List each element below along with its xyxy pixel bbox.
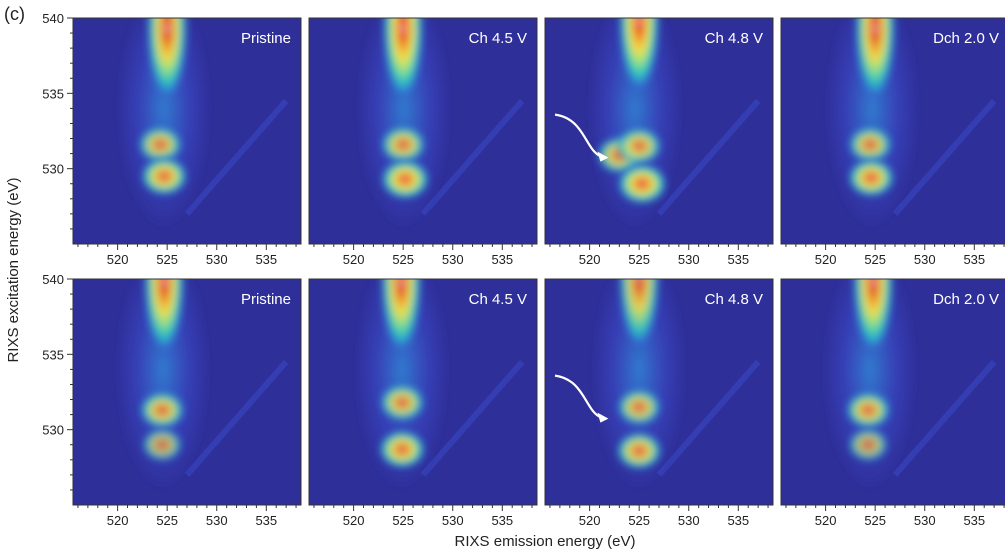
panel-title: Ch 4.5 V [469,291,527,308]
intensity-peak [617,128,662,165]
x-tick-label: 520 [343,252,365,267]
elastic-line [656,359,761,477]
x-tick-label: 520 [107,513,129,528]
elastic-line [656,98,761,216]
intensity-peak [855,18,896,99]
elastic-line [184,359,289,477]
intensity-peak [853,279,894,352]
rixs-panel-r1-c0: Pristine 520 525 530 535 530 535 540 [42,272,302,528]
intensity-peak [617,389,661,425]
panel-title: Pristine [241,30,291,47]
intensity-envelope [116,279,209,490]
panel-title: Ch 4.8 V [705,291,763,308]
intensity-peak [141,157,188,195]
panel-letter: (c) [4,4,25,24]
elastic-line [420,98,525,216]
x-tick-label: 530 [206,252,228,267]
intensity-envelope [355,279,448,490]
x-tick-label: 535 [963,252,985,267]
x-tick-label: 530 [206,513,228,528]
intensity-peak [381,159,429,199]
y-tick-label: 530 [42,162,64,177]
intensity-peak [619,18,660,91]
intensity-peak [381,279,422,352]
x-tick-label: 525 [864,252,886,267]
x-tick-label: 520 [343,513,365,528]
elastic-line [184,98,289,216]
x-tick-label: 530 [678,513,700,528]
intensity-peak [619,279,660,348]
panel-grid: Pristine 520 525 530 535 530 535 540 Ch 4.5 V 520… [42,11,1005,528]
annotation-arrowhead [597,412,609,423]
annotation-arrow [554,374,602,419]
y-tick-label: 535 [42,347,64,362]
intensity-peak [848,126,892,163]
intensity-peak [380,384,425,421]
x-tick-label: 525 [156,252,178,267]
intensity-peak [848,428,889,461]
intensity-peak [379,430,426,468]
x-tick-label: 535 [255,252,277,267]
intensity-peak [617,163,667,204]
x-tick-label: 530 [442,252,464,267]
y-tick-label: 530 [42,423,64,438]
intensity-peak [142,428,183,461]
rixs-panel-r1-c1: Ch 4.5 V 520 525 530 535 [308,278,538,528]
annotation-arrowhead [597,151,609,162]
x-tick-label: 535 [963,513,985,528]
rixs-panel-r0-c1: Ch 4.5 V 520 525 530 535 [308,17,538,267]
panel-title: Dch 2.0 V [933,291,999,308]
intensity-peak [144,279,185,352]
panel-title: Pristine [241,291,291,308]
x-tick-label: 535 [727,513,749,528]
x-tick-label: 535 [255,513,277,528]
x-tick-label: 520 [579,252,601,267]
y-tick-label: 540 [42,11,64,26]
x-tick-label: 520 [815,252,837,267]
intensity-peak [383,18,424,99]
panel-title: Ch 4.5 V [469,30,527,47]
elastic-line [892,98,997,216]
rixs-panel-r1-c2: Ch 4.8 V 520 525 530 535 [544,278,774,528]
x-tick-label: 525 [628,513,650,528]
x-tick-label: 525 [628,252,650,267]
x-tick-label: 525 [392,513,414,528]
elastic-line [892,359,997,477]
rixs-panel-r0-c2: Ch 4.8 V 520 525 530 535 [544,17,774,267]
x-tick-label: 530 [914,252,936,267]
x-tick-label: 520 [107,252,129,267]
x-tick-label: 525 [864,513,886,528]
y-tick-label: 535 [42,86,64,101]
panel-title: Dch 2.0 V [933,30,999,47]
x-tick-label: 525 [392,252,414,267]
y-tick-label: 540 [42,272,64,287]
rixs-panel-r0-c3: Dch 2.0 V 520 525 530 535 [780,17,1005,267]
x-tick-label: 535 [491,252,513,267]
x-tick-label: 525 [156,513,178,528]
x-tick-label: 530 [442,513,464,528]
rixs-panel-r1-c3: Dch 2.0 V 520 525 530 535 [780,278,1005,528]
panel-title: Ch 4.8 V [705,30,763,47]
intensity-peak [381,126,426,163]
intensity-envelope [823,279,916,490]
intensity-peak [147,18,188,99]
intensity-peak [848,158,895,197]
intensity-peak [138,126,182,163]
rixs-panel-r0-c0: Pristine 520 525 530 535 530 535 540 [42,11,302,267]
x-tick-label: 535 [727,252,749,267]
intensity-peak [140,392,185,429]
x-tick-label: 520 [815,513,837,528]
intensity-peak [846,392,891,429]
x-tick-label: 535 [491,513,513,528]
x-tick-label: 530 [678,252,700,267]
x-axis-label: RIXS emission energy (eV) [455,533,636,550]
x-tick-label: 520 [579,513,601,528]
x-tick-label: 530 [914,513,936,528]
intensity-envelope [593,279,686,490]
intensity-peak [616,432,662,470]
y-axis-label: RIXS excitation energy (eV) [5,177,22,362]
elastic-line [420,359,525,477]
annotation-arrow [554,113,602,158]
